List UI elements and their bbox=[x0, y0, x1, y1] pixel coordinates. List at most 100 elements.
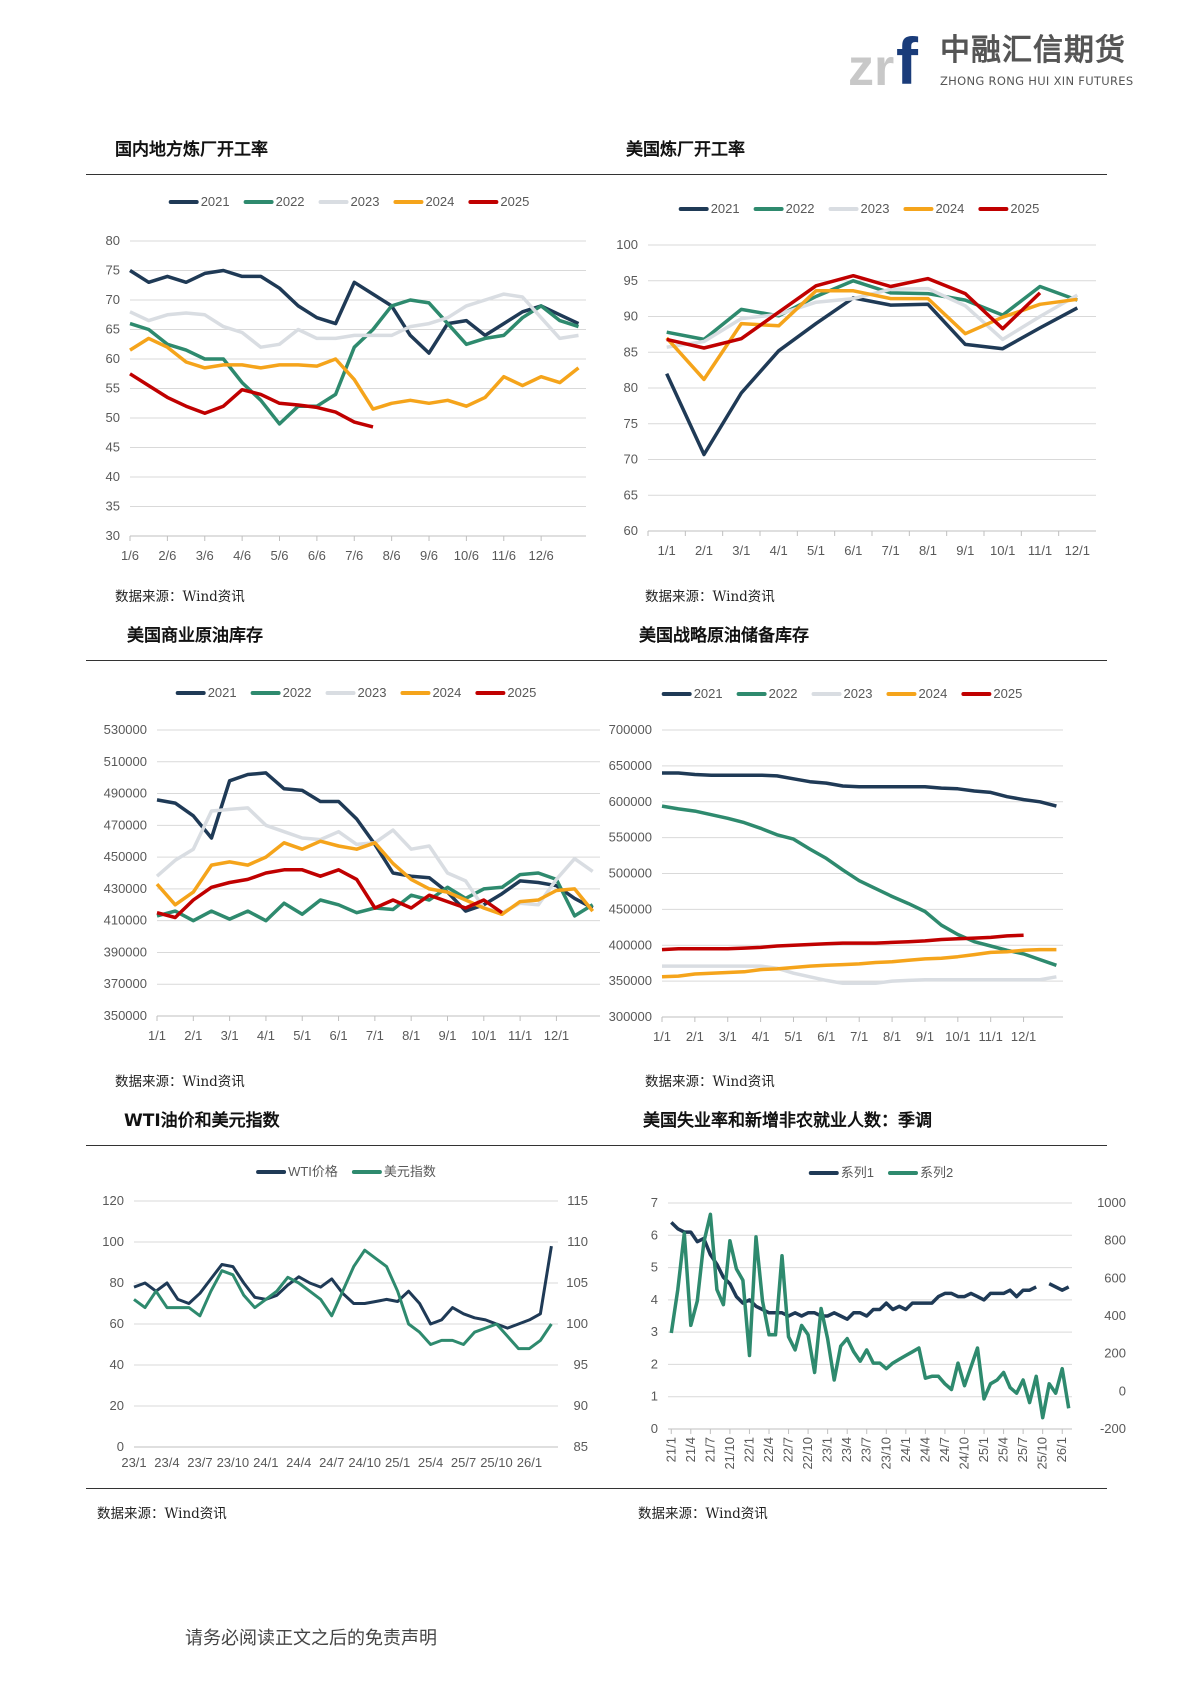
y2-tick-label: 800 bbox=[1104, 1233, 1126, 1248]
y-tick-label: 85 bbox=[624, 344, 638, 359]
x-tick-label: 22/4 bbox=[761, 1437, 776, 1462]
chart-5: 0 1 2 3 4 5 6 7 -200 0 200 400 600 800 1000 21/1 21/4 21/… bbox=[651, 1165, 1126, 1470]
legend-label: WTI价格 bbox=[288, 1164, 338, 1179]
y2-tick-label: 90 bbox=[574, 1398, 588, 1413]
x-tick-label: 12/1 bbox=[1011, 1029, 1036, 1044]
y-tick-label: 80 bbox=[624, 380, 638, 395]
y-tick-label: 120 bbox=[102, 1193, 124, 1208]
x-tick-label: 23/7 bbox=[859, 1437, 874, 1462]
chart-1: 60 65 70 75 80 85 90 95 100 1/1 2/1 3/1 4/1 5/1 6/1 7/1… bbox=[616, 201, 1096, 558]
y-tick-label: 490000 bbox=[104, 786, 147, 801]
y-tick-label: 700000 bbox=[609, 722, 652, 737]
x-tick-label: 6/1 bbox=[844, 543, 862, 558]
source-note: 数据来源：Wind资讯 bbox=[115, 1074, 245, 1090]
x-tick-label: 4/1 bbox=[257, 1028, 275, 1043]
y-tick-label: 90 bbox=[624, 309, 638, 324]
x-tick-label: 24/1 bbox=[253, 1455, 278, 1470]
legend-label: 2025 bbox=[500, 194, 529, 209]
y-tick-label: 30 bbox=[106, 528, 120, 543]
series-line-2022 bbox=[129, 298, 580, 426]
y-tick-label: 530000 bbox=[104, 722, 147, 737]
series-line-系列2 bbox=[669, 1212, 1071, 1420]
series-line-2021 bbox=[665, 296, 1079, 457]
y-tick-label: 45 bbox=[106, 440, 120, 455]
series-line-WTI价格 bbox=[133, 1245, 553, 1330]
x-tick-label: 12/1 bbox=[544, 1028, 569, 1043]
x-tick-label: 1/1 bbox=[658, 543, 676, 558]
x-tick-label: 23/10 bbox=[878, 1437, 893, 1470]
x-tick-label: 24/4 bbox=[917, 1437, 932, 1462]
x-tick-label: 12/1 bbox=[1065, 543, 1090, 558]
x-tick-label: 1/1 bbox=[653, 1029, 671, 1044]
y-tick-label: 65 bbox=[106, 322, 120, 337]
legend-label: 2024 bbox=[935, 201, 964, 216]
series-line-2022 bbox=[661, 804, 1057, 967]
x-tick-label: 25/4 bbox=[418, 1455, 443, 1470]
divider bbox=[86, 174, 1107, 175]
series-line-2024 bbox=[661, 947, 1057, 979]
x-tick-label: 25/1 bbox=[385, 1455, 410, 1470]
y2-tick-label: 0 bbox=[1119, 1383, 1126, 1398]
y-tick-label: 40 bbox=[110, 1357, 124, 1372]
y-tick-label: 410000 bbox=[104, 913, 147, 928]
x-tick-label: 5/6 bbox=[270, 548, 288, 563]
x-tick-label: 25/1 bbox=[976, 1437, 991, 1462]
y-tick-label: 35 bbox=[106, 499, 120, 514]
series-line-2022 bbox=[666, 279, 1078, 342]
x-tick-label: 24/1 bbox=[898, 1437, 913, 1462]
y-tick-label: 2 bbox=[651, 1356, 658, 1371]
divider bbox=[86, 660, 1107, 661]
y-tick-label: 7 bbox=[651, 1195, 658, 1210]
x-tick-label: 6/6 bbox=[308, 548, 326, 563]
legend-label: 2021 bbox=[711, 201, 740, 216]
x-tick-label: 11/6 bbox=[492, 548, 516, 563]
y-tick-label: 4 bbox=[651, 1292, 658, 1307]
y-tick-label: 370000 bbox=[104, 976, 147, 991]
y-tick-label: 3 bbox=[651, 1324, 658, 1339]
y2-tick-label: 1000 bbox=[1097, 1195, 1126, 1210]
legend-label: 2023 bbox=[861, 201, 890, 216]
y-tick-label: 55 bbox=[106, 381, 120, 396]
legend-label: 2023 bbox=[844, 686, 873, 701]
series-line-2025 bbox=[156, 868, 504, 920]
source-note: 数据来源：Wind资讯 bbox=[638, 1506, 768, 1522]
y2-tick-label: 600 bbox=[1104, 1270, 1126, 1285]
x-tick-label: 10/1 bbox=[990, 543, 1015, 558]
series-line-美元指数 bbox=[133, 1248, 553, 1351]
y2-tick-label: 110 bbox=[567, 1234, 588, 1249]
x-tick-label: 7/1 bbox=[850, 1029, 868, 1044]
x-tick-label: 1/6 bbox=[121, 548, 139, 563]
legend-label: 系列2 bbox=[920, 1165, 953, 1180]
x-tick-label: 23/1 bbox=[820, 1437, 835, 1462]
chart-3: 300000 350000 400000 450000 500000 550000 6000… bbox=[609, 686, 1063, 1044]
x-tick-label: 23/10 bbox=[217, 1455, 250, 1470]
x-tick-label: 4/6 bbox=[233, 548, 251, 563]
x-tick-label: 21/10 bbox=[722, 1437, 737, 1470]
chart-0: 30 35 40 45 50 55 60 65 70 75 80 1/6 2/6 3/6 4/6 5/6 6/6… bbox=[106, 194, 586, 563]
source-note: 数据来源：Wind资讯 bbox=[645, 1074, 775, 1090]
y-tick-label: 0 bbox=[651, 1421, 658, 1436]
y2-tick-label: 115 bbox=[567, 1193, 588, 1208]
x-tick-label: 11/1 bbox=[508, 1028, 532, 1043]
y-tick-label: 70 bbox=[624, 452, 638, 467]
x-tick-label: 10/1 bbox=[945, 1029, 970, 1044]
legend-label: 2022 bbox=[283, 685, 312, 700]
x-tick-label: 9/6 bbox=[420, 548, 438, 563]
y-tick-label: 40 bbox=[106, 469, 120, 484]
y-tick-label: 1 bbox=[651, 1389, 658, 1404]
x-tick-label: 2/1 bbox=[686, 1029, 704, 1044]
y-tick-label: 50 bbox=[106, 410, 120, 425]
legend-label: 2022 bbox=[769, 686, 798, 701]
legend-label: 2024 bbox=[432, 685, 461, 700]
y-tick-label: 0 bbox=[117, 1439, 124, 1454]
company-logo: zr f 中融汇信期货 ZHONG RONG HUI XIN FUTURES bbox=[846, 28, 1133, 94]
x-tick-label: 22/7 bbox=[781, 1437, 796, 1462]
y2-tick-label: 85 bbox=[574, 1439, 588, 1454]
y-tick-label: 430000 bbox=[104, 881, 147, 896]
x-tick-label: 11/1 bbox=[979, 1029, 1003, 1044]
legend-label: 2023 bbox=[358, 685, 387, 700]
y-tick-label: 450000 bbox=[104, 849, 147, 864]
legend-label: 2025 bbox=[1010, 201, 1039, 216]
y-tick-label: 390000 bbox=[104, 944, 147, 959]
